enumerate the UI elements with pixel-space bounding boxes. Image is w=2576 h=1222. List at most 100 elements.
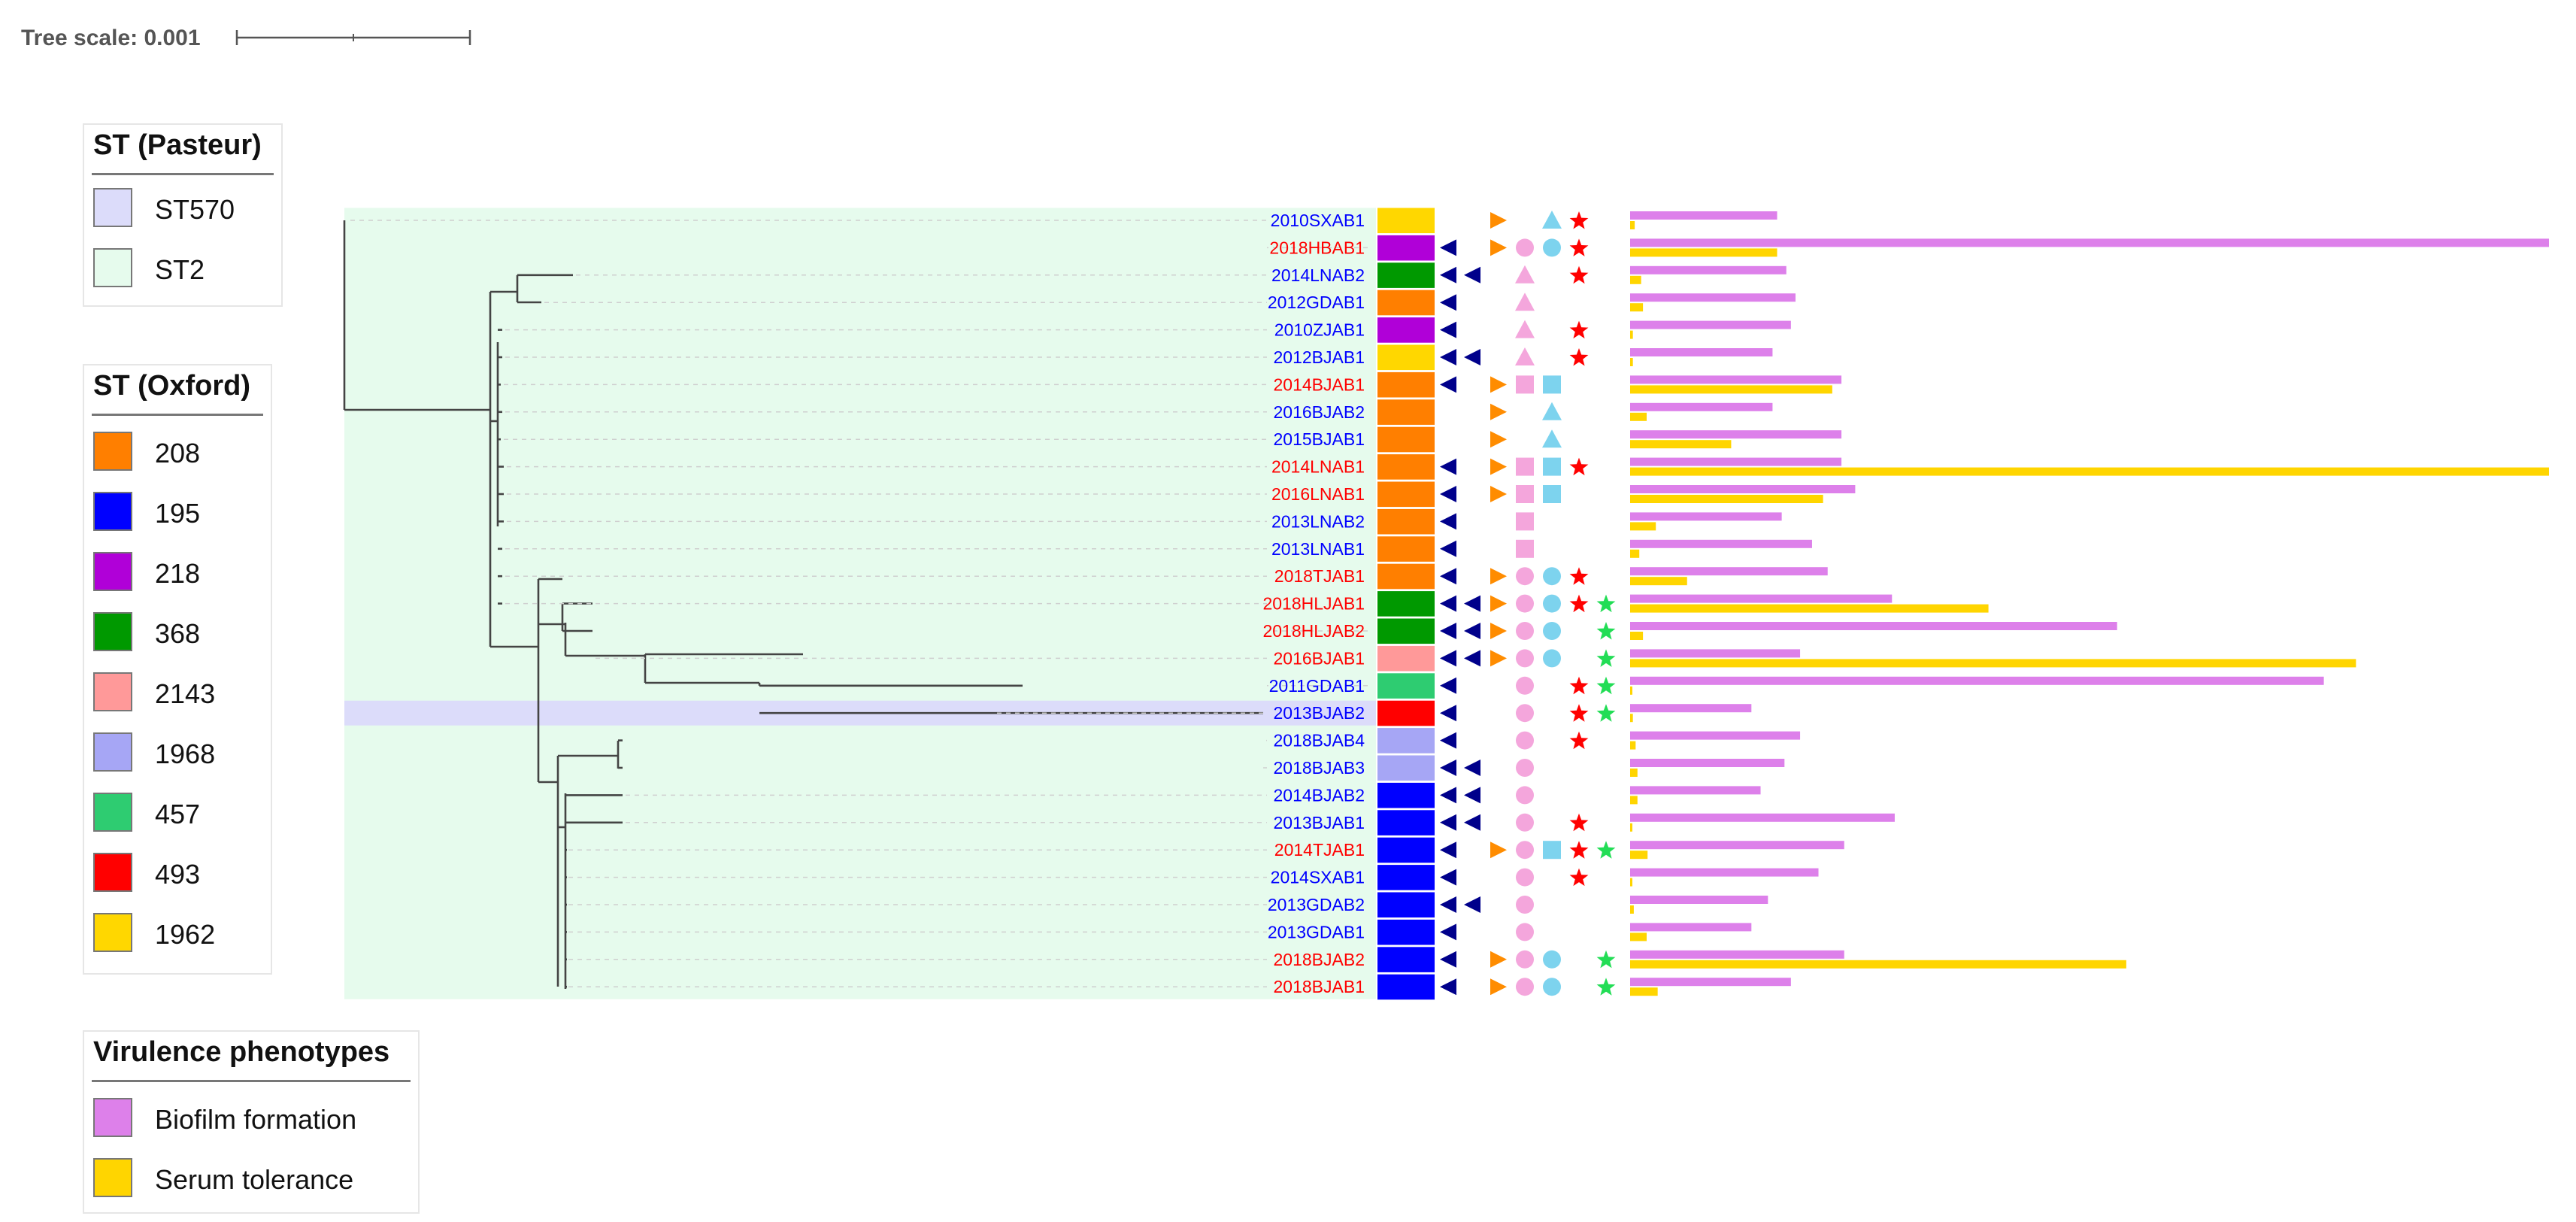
legend-label: 1968: [155, 738, 216, 769]
st-cell: [1377, 919, 1435, 945]
red-star-marker: [1569, 731, 1589, 750]
taxon-label: 2016BJAB2: [1274, 402, 1365, 422]
legend-swatch: [93, 853, 132, 892]
st-cell: [1377, 700, 1435, 726]
green-star-marker: [1596, 649, 1616, 667]
legend-swatch: [93, 1158, 132, 1197]
left-triangle-marker: [1464, 760, 1480, 776]
left-triangle-marker: [1464, 266, 1480, 284]
taxon-label: 2011GDAB1: [1269, 676, 1365, 696]
green-star-marker: [1596, 978, 1616, 996]
taxon-label: 2018TJAB1: [1274, 566, 1365, 586]
st-cell: [1377, 645, 1435, 672]
biofilm-bar: [1630, 211, 1777, 220]
right-triangle-marker: [1490, 951, 1507, 968]
biofilm-bar: [1630, 813, 1895, 822]
left-triangle-marker: [1440, 513, 1456, 530]
serum-bar: [1630, 549, 1640, 558]
pink-marker-circle: [1516, 813, 1534, 832]
pink-marker-square: [1516, 485, 1534, 503]
legend-title: Virulence phenotypes: [93, 1036, 390, 1068]
legend-swatch: [93, 612, 132, 651]
pink-marker-square: [1516, 457, 1534, 476]
st-cell: [1377, 344, 1435, 371]
green-star-marker: [1596, 622, 1616, 640]
left-triangle-marker: [1440, 486, 1456, 502]
pink-marker-square: [1516, 539, 1534, 558]
red-star-marker: [1569, 868, 1589, 887]
st-cell: [1377, 782, 1435, 808]
serum-bar: [1630, 495, 1823, 503]
legend-swatch: [93, 492, 132, 531]
left-triangle-marker: [1440, 595, 1456, 612]
legend-title: ST (Pasteur): [93, 129, 262, 161]
taxon-label: 2014BJAB1: [1274, 374, 1365, 394]
pink-marker-circle: [1516, 594, 1534, 613]
serum-bar: [1630, 248, 1777, 257]
taxon-label: 2014LNAB2: [1271, 265, 1365, 285]
serum-bar: [1630, 522, 1656, 531]
serum-bar: [1630, 659, 2356, 668]
left-triangle-marker: [1440, 677, 1456, 694]
st-cell: [1377, 837, 1435, 863]
st-cell: [1377, 591, 1435, 617]
serum-bar: [1630, 440, 1732, 449]
st-cell: [1377, 673, 1435, 699]
pink-marker-circle: [1516, 759, 1534, 777]
left-triangle-marker: [1440, 540, 1456, 557]
gene-markers: [1440, 211, 1616, 996]
biofilm-bar: [1630, 430, 1842, 439]
biofilm-bar: [1630, 649, 1801, 658]
serum-bar: [1630, 632, 1644, 640]
pink-marker-circle: [1516, 676, 1534, 695]
legend-st-pasteur: ST (Pasteur) ST570 ST2: [83, 123, 283, 307]
left-triangle-marker: [1440, 650, 1456, 667]
taxon-label: 2018HLJAB1: [1262, 594, 1365, 614]
cyan-marker-circle: [1543, 594, 1561, 613]
serum-bar: [1630, 412, 1647, 421]
serum-bar: [1630, 741, 1636, 750]
tree-branches: [343, 220, 1368, 989]
red-star-marker: [1569, 813, 1589, 832]
right-triangle-marker: [1490, 486, 1507, 502]
biofilm-bar: [1630, 348, 1773, 356]
green-star-marker: [1596, 676, 1616, 695]
pink-marker-triangle: [1515, 265, 1535, 284]
cyan-marker-triangle: [1542, 211, 1562, 229]
st-cell: [1377, 399, 1435, 425]
st-cell: [1377, 454, 1435, 480]
serum-bar: [1630, 604, 1989, 613]
serum-bar: [1630, 330, 1633, 339]
pink-marker-circle: [1516, 238, 1534, 257]
biofilm-bar: [1630, 676, 2324, 685]
st-cell: [1377, 865, 1435, 890]
left-triangle-marker: [1440, 349, 1456, 365]
taxon-label: 2014BJAB2: [1274, 785, 1365, 805]
biofilm-bar: [1630, 567, 1828, 576]
biofilm-bar: [1630, 950, 1844, 959]
red-star-marker: [1569, 457, 1589, 476]
pink-marker-circle: [1516, 896, 1534, 914]
legend-swatch: [93, 432, 132, 471]
biofilm-bar: [1630, 896, 1768, 904]
left-triangle-marker: [1464, 623, 1480, 639]
biofilm-bar: [1630, 375, 1842, 384]
left-triangle-marker: [1464, 595, 1480, 612]
left-triangle-marker: [1440, 568, 1456, 585]
serum-bar: [1630, 385, 1832, 394]
left-triangle-marker: [1464, 787, 1480, 804]
right-triangle-marker: [1490, 650, 1507, 667]
legend-virulence-phenotypes: Virulence phenotypes Biofilm formation S…: [83, 1030, 420, 1214]
legend-label: Serum tolerance: [155, 1164, 354, 1195]
st-cell: [1377, 892, 1435, 918]
biofilm-bar: [1630, 786, 1761, 795]
taxon-label: 2012BJAB1: [1274, 347, 1365, 367]
biofilm-bar: [1630, 704, 1752, 713]
left-triangle-marker: [1440, 978, 1456, 996]
taxon-label: 2012GDAB1: [1268, 293, 1365, 312]
taxon-label: 2016LNAB1: [1271, 484, 1365, 504]
serum-bar: [1630, 769, 1638, 777]
red-star-marker: [1569, 567, 1589, 585]
legend-swatch: [93, 552, 132, 591]
